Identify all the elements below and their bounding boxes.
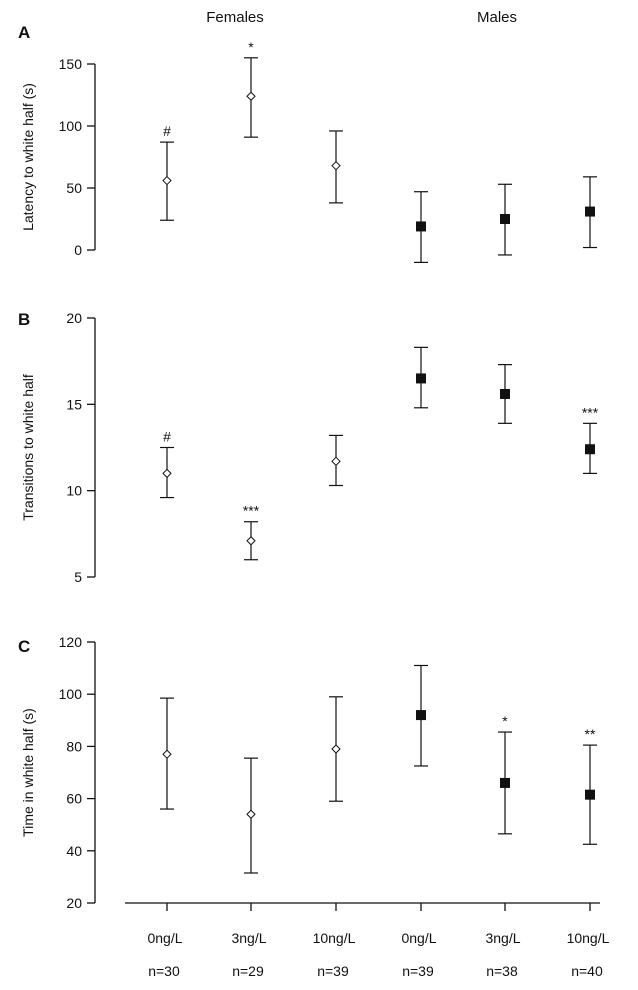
y-tick-label: 80 xyxy=(66,738,82,754)
data-point-group xyxy=(329,434,343,487)
data-point-group xyxy=(160,697,174,810)
mean-marker-open-diamond xyxy=(162,468,172,479)
x-category-label: 10ng/L xyxy=(313,930,356,946)
data-point-group: ** xyxy=(583,726,597,845)
data-point-group: * xyxy=(498,713,512,835)
data-point-group xyxy=(414,346,428,409)
mean-marker-open-diamond xyxy=(331,160,341,171)
data-point-group: # xyxy=(160,429,174,499)
significance-annotation: * xyxy=(248,39,254,55)
y-axis-label: Time in white half (s) xyxy=(20,708,36,837)
mean-marker-filled-square xyxy=(585,444,595,455)
mean-marker-open-diamond xyxy=(162,749,172,759)
x-category-label: 0ng/L xyxy=(147,930,182,946)
mean-marker-filled-square xyxy=(416,710,426,721)
x-n-label: n=30 xyxy=(148,963,180,979)
panel-b: B 5 10 15 20 Transitions to white half # *** *** xyxy=(18,310,599,585)
y-tick-label: 20 xyxy=(66,895,82,911)
x-category-label: 3ng/L xyxy=(231,930,266,946)
y-tick-label: 5 xyxy=(74,569,82,585)
y-tick-label: 20 xyxy=(66,310,82,326)
data-point-group xyxy=(414,191,428,263)
y-axis-label: Transitions to white half xyxy=(20,374,36,521)
mean-marker-open-diamond xyxy=(162,175,172,186)
x-category-label: 10ng/L xyxy=(567,930,610,946)
mean-marker-filled-square xyxy=(416,221,426,232)
panel-letter: B xyxy=(18,310,30,329)
data-point-group: * xyxy=(244,39,258,138)
data-point-group xyxy=(244,757,258,874)
y-tick-label: 0 xyxy=(74,242,82,258)
mean-marker-filled-square xyxy=(500,777,510,788)
y-tick-label: 100 xyxy=(59,686,83,702)
y-tick-label: 120 xyxy=(59,634,83,650)
significance-annotation: # xyxy=(163,429,171,445)
mean-marker-open-diamond xyxy=(331,456,341,467)
mean-marker-filled-square xyxy=(416,373,426,384)
panel-letter: C xyxy=(18,637,30,656)
y-tick-label: 60 xyxy=(66,791,82,807)
x-category-label: 0ng/L xyxy=(401,930,436,946)
significance-annotation: *** xyxy=(582,404,599,420)
data-point-group xyxy=(498,364,512,424)
x-n-label: n=40 xyxy=(571,963,603,979)
mean-marker-open-diamond xyxy=(246,91,256,101)
data-point-group: *** xyxy=(243,503,260,561)
y-axis-label: Latency to white half (s) xyxy=(20,83,36,231)
group-label-females: Females xyxy=(206,9,264,26)
y-tick-label: 10 xyxy=(66,483,82,499)
data-point-group xyxy=(414,664,428,767)
data-point-group xyxy=(498,183,512,256)
mean-marker-open-diamond xyxy=(331,744,341,754)
significance-annotation: # xyxy=(163,123,171,139)
mean-marker-filled-square xyxy=(500,214,510,224)
x-category-label: 3ng/L xyxy=(485,930,520,946)
significance-annotation: *** xyxy=(243,503,260,519)
y-tick-label: 100 xyxy=(59,118,83,134)
x-n-label: n=39 xyxy=(402,963,434,979)
x-n-label: n=29 xyxy=(232,963,264,979)
data-point-group xyxy=(329,696,343,802)
significance-annotation: * xyxy=(502,713,508,729)
x-n-label: n=39 xyxy=(317,963,349,979)
mean-marker-filled-square xyxy=(585,206,595,217)
y-tick-label: 50 xyxy=(66,180,82,196)
panel-a: A 0 50 100 150 Latency to white half (s) # * xyxy=(18,23,597,263)
mean-marker-open-diamond xyxy=(246,536,256,546)
data-point-group: *** xyxy=(582,404,599,474)
data-point-group xyxy=(583,176,597,249)
mean-marker-filled-square xyxy=(585,789,595,800)
panel-letter: A xyxy=(18,23,30,42)
significance-annotation: ** xyxy=(585,726,596,742)
y-tick-label: 40 xyxy=(66,843,82,859)
y-tick-label: 15 xyxy=(66,396,82,412)
mean-marker-open-diamond xyxy=(246,809,256,819)
group-label-males: Males xyxy=(477,9,517,26)
data-point-group xyxy=(329,130,343,204)
data-point-group: # xyxy=(160,123,174,221)
y-tick-label: 150 xyxy=(59,56,83,72)
mean-marker-filled-square xyxy=(500,388,510,399)
x-n-label: n=38 xyxy=(486,963,518,979)
